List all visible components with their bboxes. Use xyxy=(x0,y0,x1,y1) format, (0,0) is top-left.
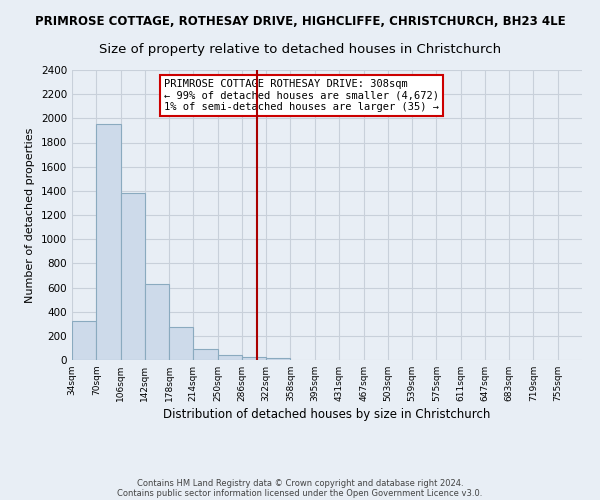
Bar xyxy=(121,193,145,360)
Bar xyxy=(169,327,193,360)
Bar xyxy=(266,358,290,360)
Text: PRIMROSE COTTAGE ROTHESAY DRIVE: 308sqm
← 99% of detached houses are smaller (4,: PRIMROSE COTTAGE ROTHESAY DRIVE: 308sqm … xyxy=(164,78,439,112)
Bar xyxy=(72,322,96,360)
Bar xyxy=(96,124,121,360)
Bar xyxy=(242,357,266,360)
Text: Contains public sector information licensed under the Open Government Licence v3: Contains public sector information licen… xyxy=(118,488,482,498)
Text: Size of property relative to detached houses in Christchurch: Size of property relative to detached ho… xyxy=(99,42,501,56)
Y-axis label: Number of detached properties: Number of detached properties xyxy=(25,128,35,302)
Bar xyxy=(218,354,242,360)
Text: Contains HM Land Registry data © Crown copyright and database right 2024.: Contains HM Land Registry data © Crown c… xyxy=(137,478,463,488)
X-axis label: Distribution of detached houses by size in Christchurch: Distribution of detached houses by size … xyxy=(163,408,491,421)
Text: PRIMROSE COTTAGE, ROTHESAY DRIVE, HIGHCLIFFE, CHRISTCHURCH, BH23 4LE: PRIMROSE COTTAGE, ROTHESAY DRIVE, HIGHCL… xyxy=(35,15,565,28)
Bar xyxy=(145,284,169,360)
Bar xyxy=(193,348,218,360)
